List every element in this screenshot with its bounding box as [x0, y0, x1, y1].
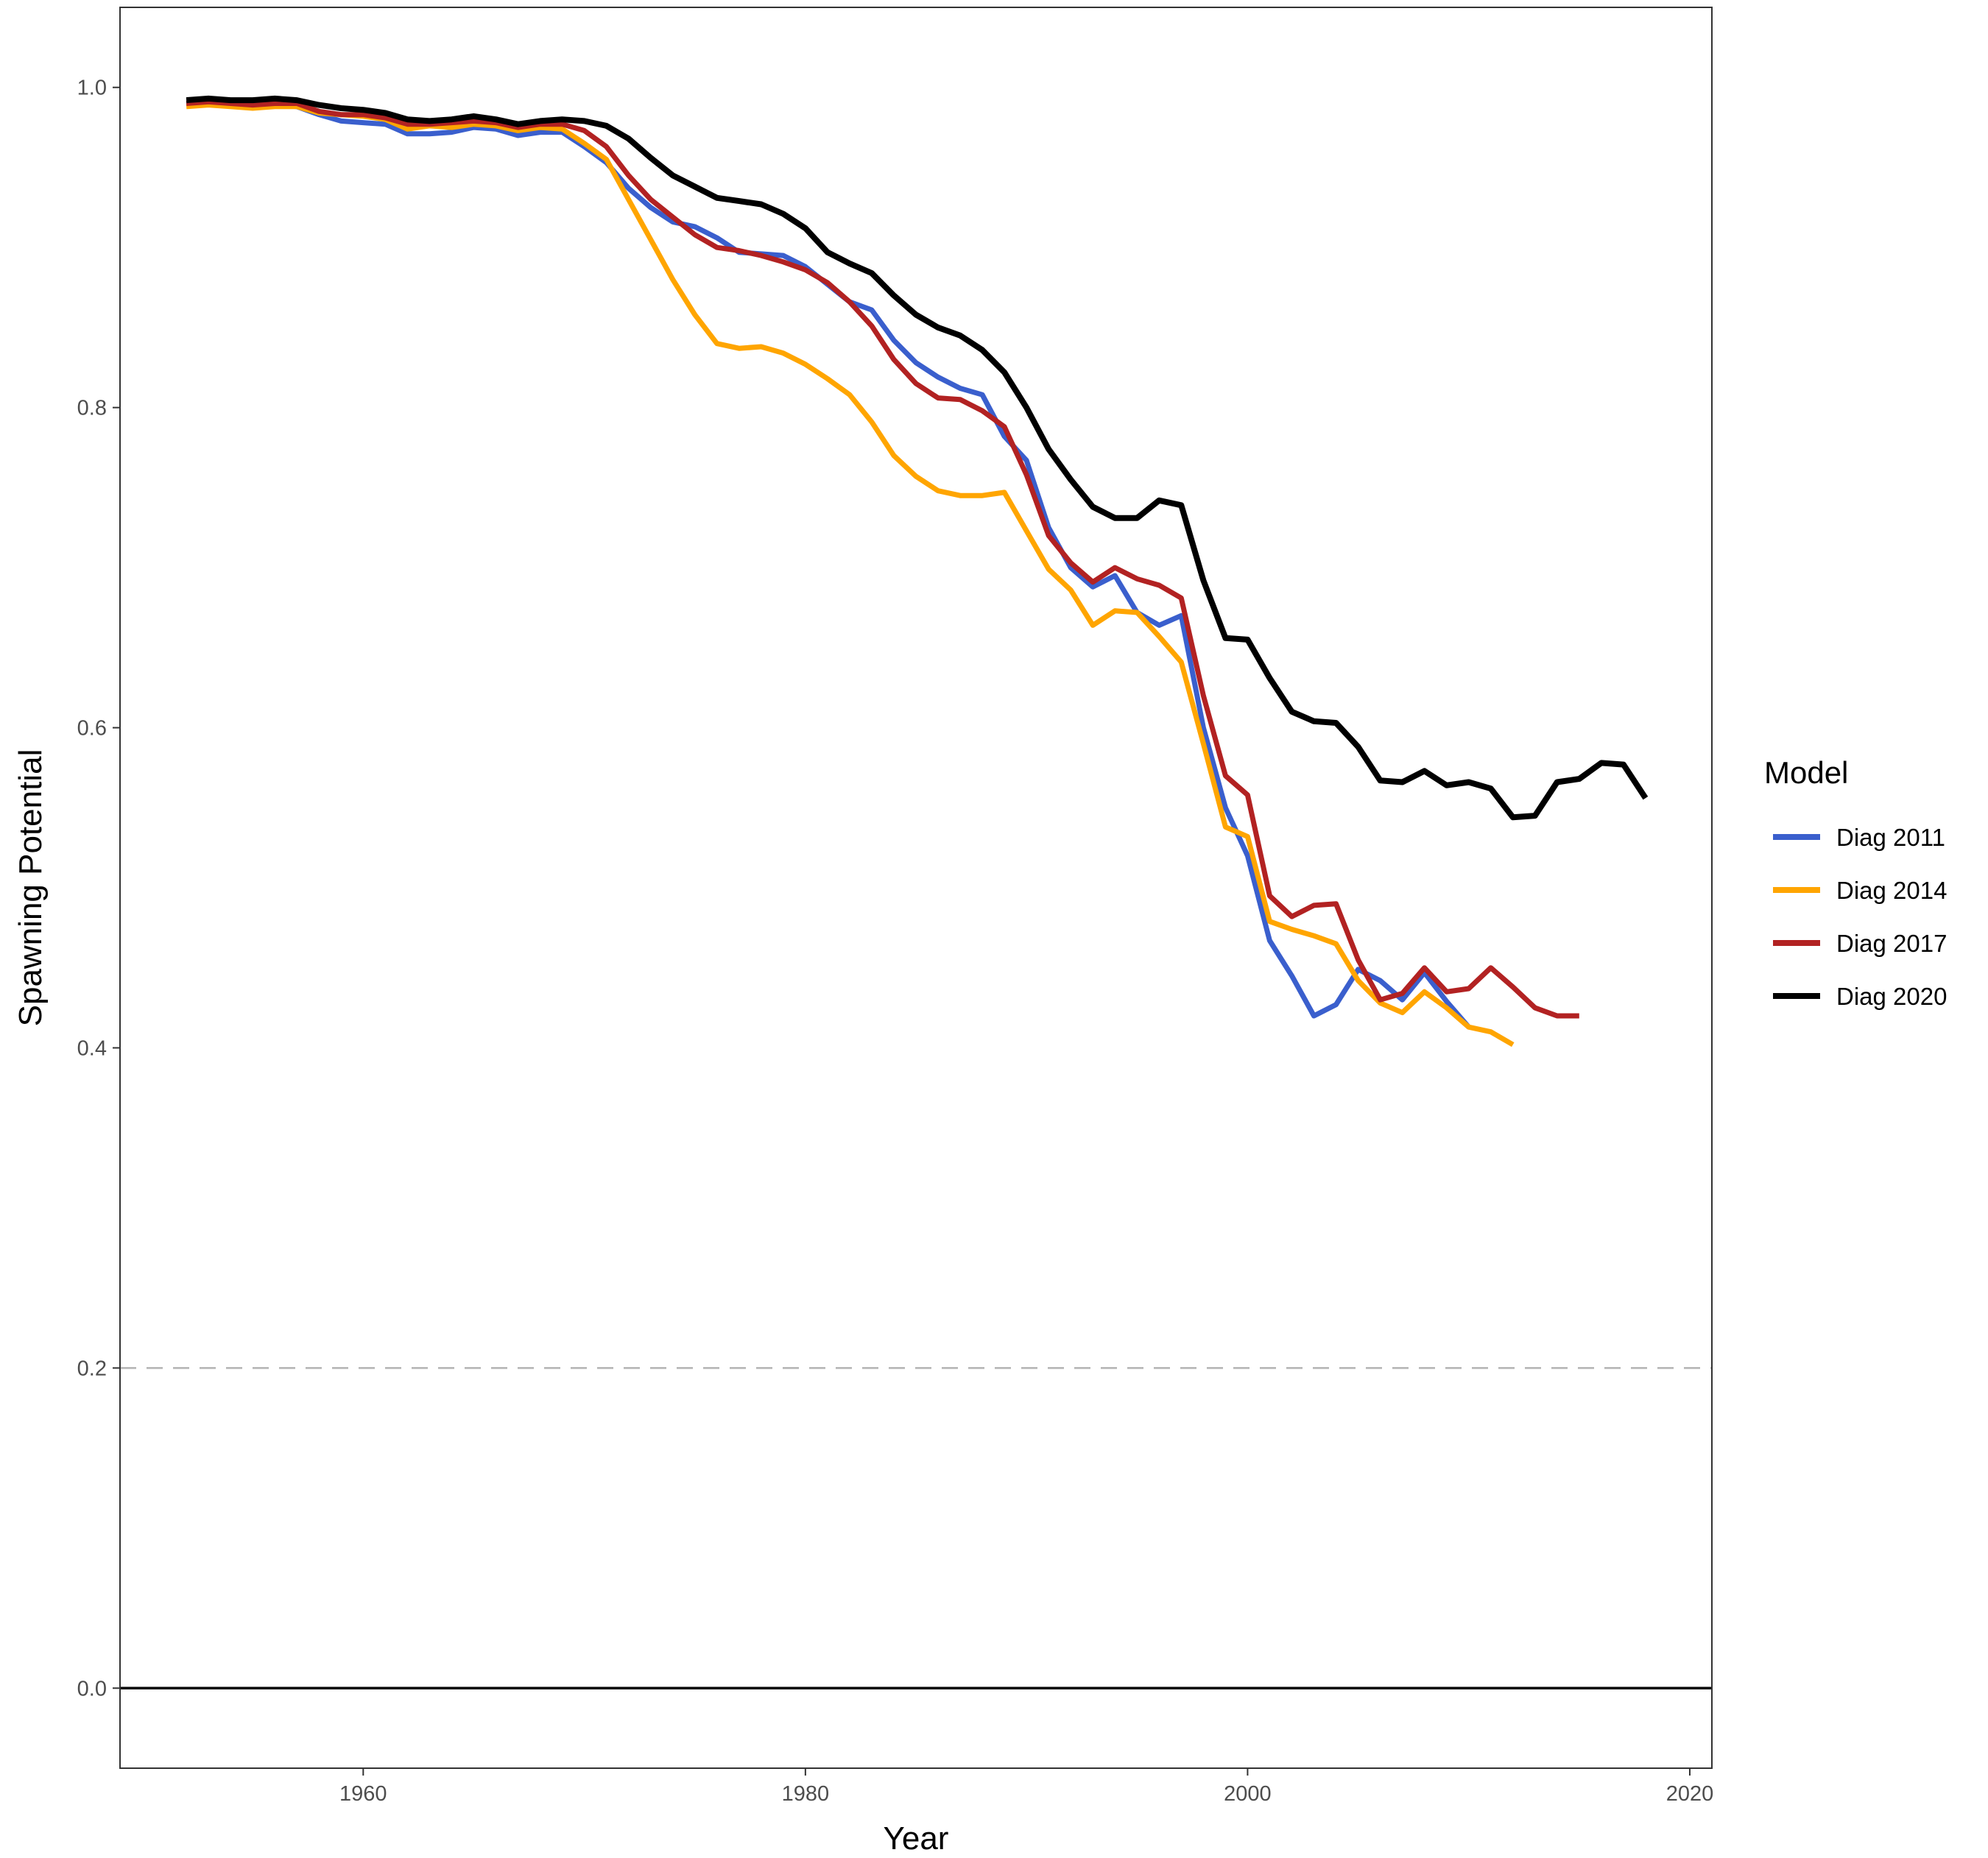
x-tick-label: 2000: [1224, 1782, 1272, 1806]
y-tick-label: 1.0: [77, 77, 107, 100]
x-axis-title: Year: [884, 1820, 949, 1857]
y-tick-label: 0.8: [77, 397, 107, 420]
y-tick-label: 0.2: [77, 1357, 107, 1380]
y-axis-title: Spawning Potential: [13, 749, 49, 1027]
series-lines: [186, 95, 1649, 1048]
y-axis: 0.0 0.2 0.4 0.6 0.8 1.0: [77, 77, 120, 1700]
y-tick-label: 0.4: [77, 1036, 107, 1060]
reference-lines: [120, 1367, 1712, 1690]
legend: Model Diag 2011 Diag 2014 Diag 2017 Diag 20…: [1764, 755, 1947, 1010]
plot-panel-border: [119, 7, 1713, 1769]
y-tick-label: 0.0: [77, 1677, 107, 1700]
legend-label: Diag 2011: [1836, 824, 1945, 851]
x-tick-label: 2020: [1666, 1782, 1714, 1806]
legend-label: Diag 2017: [1836, 930, 1947, 957]
series-line-diag-2014: [186, 102, 1515, 1048]
series-line-diag-2020: [186, 95, 1649, 821]
x-axis: 1960 1980 2000 2020: [339, 1768, 1713, 1806]
x-tick-label: 1960: [339, 1782, 387, 1806]
legend-label: Diag 2020: [1836, 983, 1947, 1010]
x-tick-label: 1980: [782, 1782, 830, 1806]
y-tick-label: 0.6: [77, 717, 107, 741]
legend-title: Model: [1764, 755, 1848, 790]
plot-panel-background: [120, 7, 1712, 1768]
legend-label: Diag 2014: [1836, 877, 1947, 904]
series-line-diag-2017: [186, 99, 1579, 1019]
